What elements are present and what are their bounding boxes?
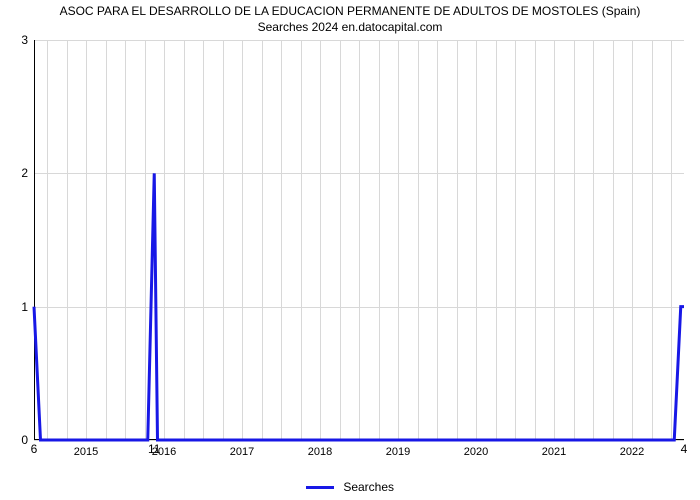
x-tick-label: 2022 — [620, 446, 644, 458]
x-tick-label: 2017 — [230, 446, 254, 458]
legend-swatch — [306, 486, 334, 489]
chart-title: ASOC PARA EL DESARROLLO DE LA EDUCACION … — [0, 4, 700, 35]
line-series — [34, 40, 684, 440]
data-label: 4 — [681, 442, 688, 456]
x-tick-label: 2019 — [386, 446, 410, 458]
x-tick-label: 2020 — [464, 446, 488, 458]
y-tick-label: 0 — [8, 433, 28, 447]
data-label: 6 — [31, 442, 38, 456]
y-tick-label: 3 — [8, 33, 28, 47]
legend: Searches — [0, 480, 700, 494]
data-label: 11 — [148, 442, 160, 456]
x-tick-label: 2021 — [542, 446, 566, 458]
x-tick-label: 2018 — [308, 446, 332, 458]
plot-area — [34, 40, 684, 440]
title-line2: Searches 2024 en.datocapital.com — [258, 20, 443, 34]
x-tick-label: 2015 — [74, 446, 98, 458]
y-tick-label: 1 — [8, 300, 28, 314]
y-tick-label: 2 — [8, 166, 28, 180]
title-line1: ASOC PARA EL DESARROLLO DE LA EDUCACION … — [60, 4, 641, 18]
legend-label: Searches — [343, 480, 394, 494]
